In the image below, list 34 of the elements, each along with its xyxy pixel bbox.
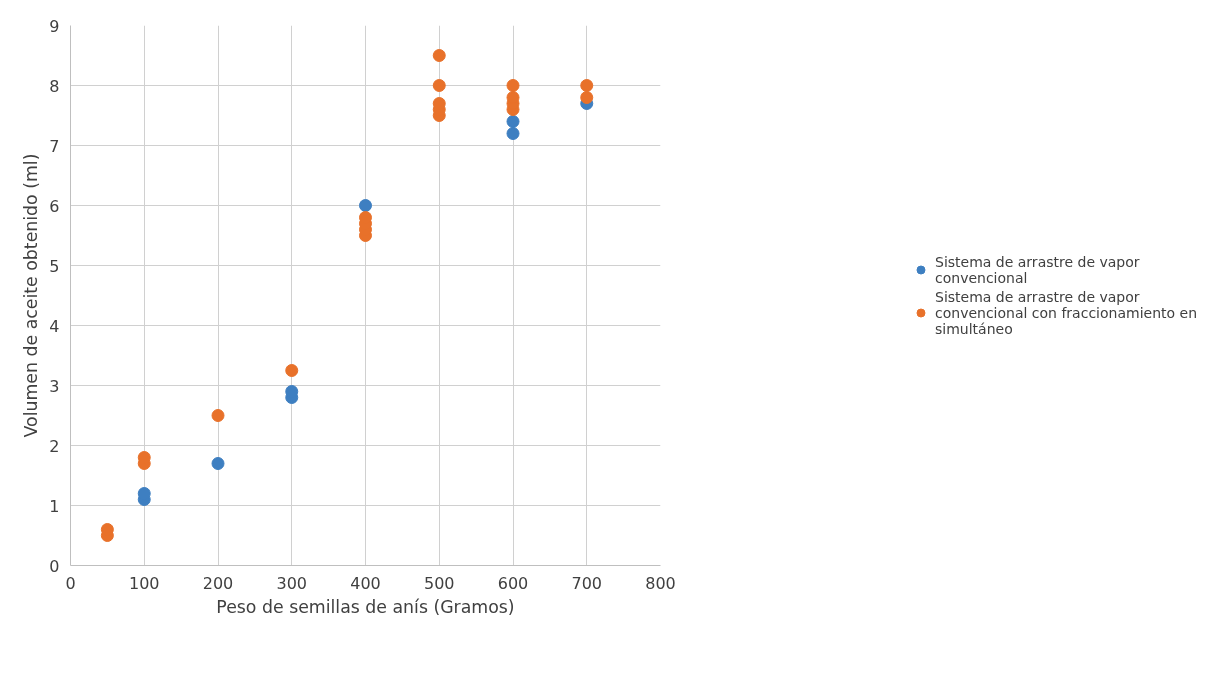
point <box>211 457 225 470</box>
y-tick-label: 8 <box>49 76 60 96</box>
x-tick-label: 600 <box>497 573 529 593</box>
y-tick-label: 7 <box>49 136 60 156</box>
y-tick-label: 6 <box>49 196 60 216</box>
x-axis-title: Peso de semillas de anís (Gramos) <box>216 596 515 617</box>
point <box>506 115 520 128</box>
y-tick-label: 0 <box>49 556 60 576</box>
point <box>432 79 446 92</box>
point <box>432 49 446 62</box>
x-tick-label: 100 <box>128 573 160 593</box>
x-tick-label: 800 <box>645 573 676 593</box>
y-tick-label: 5 <box>49 256 60 276</box>
legend-label: Sistema de arrastre de vapor convencional <box>934 253 1140 286</box>
x-tick-label: 0 <box>65 573 76 593</box>
x-tick-label: 200 <box>202 573 234 593</box>
y-tick-label: 4 <box>49 316 60 336</box>
x-tick-label: 500 <box>423 573 455 593</box>
y-tick-label: 9 <box>49 16 60 36</box>
point <box>211 409 225 422</box>
x-tick-label: 700 <box>571 573 603 593</box>
point <box>506 79 520 92</box>
y-tick-label: 2 <box>49 436 60 456</box>
point <box>285 364 299 377</box>
y-tick-label: 3 <box>49 376 60 396</box>
y-tick-label: 1 <box>49 496 60 516</box>
y-axis-title: Volumen de aceite obtenido (ml) <box>21 153 42 438</box>
legend-label: Sistema de arrastre de vapor convencional con fraccionamiento en simultáneo <box>934 288 1198 337</box>
point <box>506 127 520 140</box>
point <box>580 79 594 92</box>
point <box>359 199 372 212</box>
point <box>580 91 594 104</box>
x-tick-label: 400 <box>350 573 381 593</box>
x-tick-label: 300 <box>276 573 308 593</box>
